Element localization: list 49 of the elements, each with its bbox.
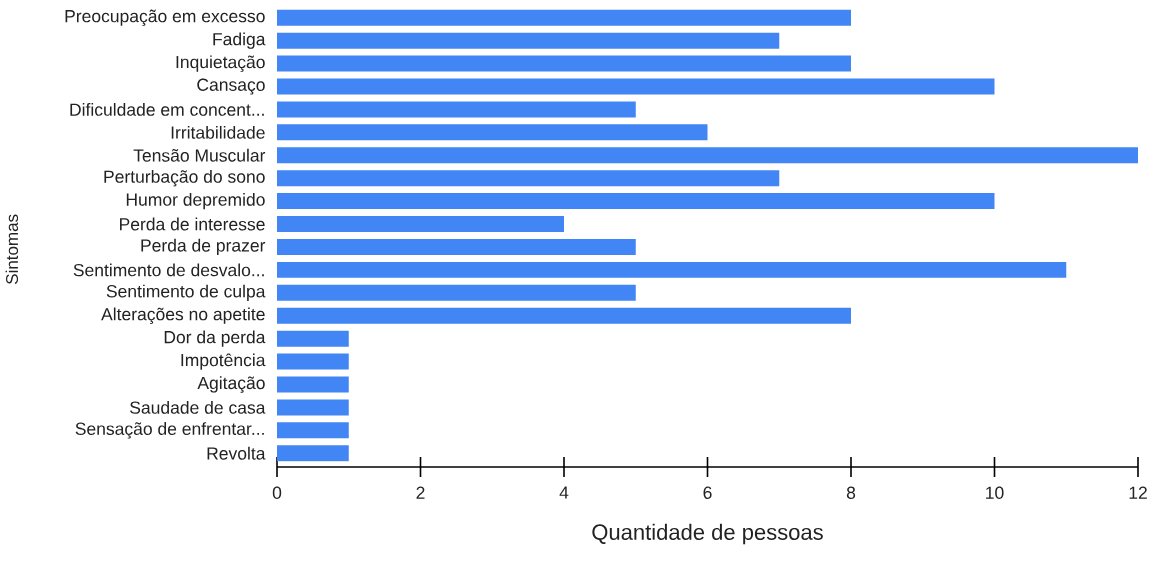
- x-tick-label: 6: [703, 486, 712, 499]
- bar: [277, 445, 349, 462]
- x-tick-label: 4: [559, 486, 569, 499]
- y-tick-label: Humor depremido: [126, 192, 265, 210]
- bar: [277, 284, 636, 301]
- bar: [277, 216, 564, 233]
- y-axis-title: Sintomas: [5, 214, 19, 285]
- bar: [277, 307, 851, 324]
- x-tick-label: 10: [986, 486, 1004, 499]
- bar: [277, 353, 349, 370]
- y-tick-label: Inquietação: [176, 55, 265, 72]
- bar: [277, 55, 851, 72]
- y-tick-label: Revolta: [207, 446, 266, 460]
- y-tick-label: Dor da perda: [164, 330, 266, 347]
- x-tick-label: 0: [272, 486, 282, 499]
- bar: [277, 330, 349, 347]
- bar: [277, 422, 349, 439]
- y-tick-label: Cansaço: [197, 78, 265, 95]
- bar: [277, 193, 995, 210]
- x-tick-label: 8: [846, 486, 856, 499]
- y-tick-label: Sentimento de desvalo...: [73, 263, 264, 277]
- y-tick-label: Fadiga: [213, 32, 266, 49]
- bar: [277, 238, 636, 255]
- y-tick-label: Perda de prazer: [141, 238, 266, 256]
- y-tick-label: Saudade de casa: [130, 400, 266, 414]
- bar: [277, 78, 995, 95]
- y-tick-label: Perturbação do sono: [104, 169, 265, 187]
- bar: [277, 261, 1067, 278]
- x-axis-title: Quantidade de pessoas: [592, 523, 823, 545]
- y-tick-label: Sentimento de culpa: [106, 284, 266, 301]
- bar: [277, 32, 780, 49]
- x-tick-label: 2: [416, 486, 425, 499]
- bar: [277, 376, 349, 393]
- bar: [277, 399, 349, 416]
- y-tick-label: Dificuldade em concent...: [70, 103, 264, 116]
- bar: [277, 101, 636, 118]
- bar: [277, 9, 851, 26]
- x-tick-label: 12: [1129, 486, 1147, 499]
- y-tick-label: Sensação de enfrentar...: [75, 422, 264, 439]
- y-tick-label: Irritabilidade: [171, 125, 265, 139]
- y-tick-label: Agitação: [197, 376, 265, 393]
- y-tick-label: Perda de interesse: [120, 217, 265, 231]
- bar: [277, 124, 708, 141]
- y-tick-label: Tensão Muscular: [133, 148, 266, 162]
- y-tick-label: Alterações no apetite: [101, 307, 265, 324]
- y-tick-label: Impotência: [181, 353, 266, 370]
- bar: [277, 170, 780, 187]
- y-tick-label: Preocupação em excesso: [65, 9, 265, 26]
- bar: [277, 147, 1138, 164]
